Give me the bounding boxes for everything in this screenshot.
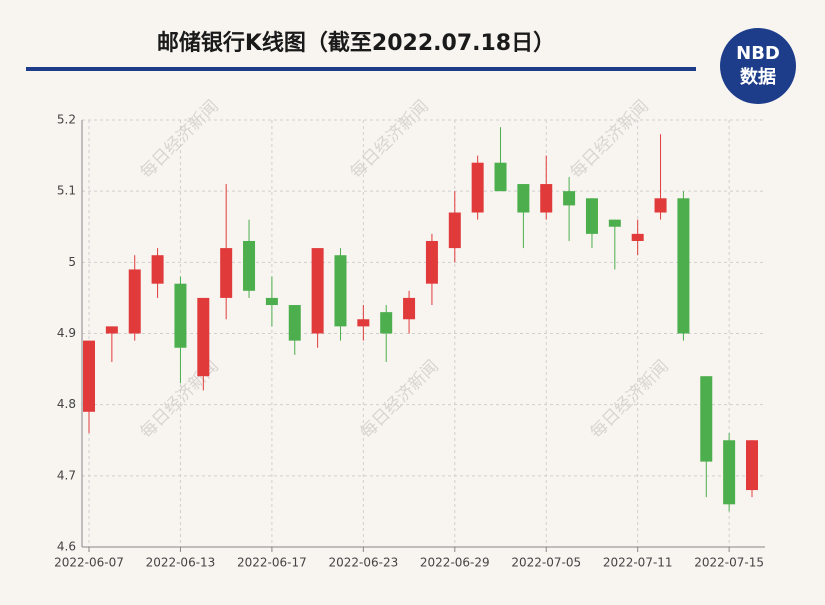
candle-body [357, 319, 370, 327]
candle-body [723, 440, 736, 505]
logo-bottom: 数据 [740, 66, 776, 88]
candle-body [128, 269, 141, 334]
x-tick-label: 2022-06-13 [146, 556, 216, 570]
candle-body [746, 440, 758, 491]
y-tick-label: 4.8 [57, 397, 76, 411]
candle-body [151, 255, 164, 284]
y-tick-label: 5 [68, 255, 76, 269]
x-tick-label: 2022-06-29 [420, 556, 490, 570]
x-tick-label: 2022-06-07 [54, 556, 124, 570]
x-tick-label: 2022-06-23 [328, 556, 398, 570]
logo [720, 28, 796, 104]
candle-body [105, 326, 118, 334]
candle-body [288, 305, 301, 341]
candle-body [585, 198, 598, 234]
candle-body [174, 283, 187, 348]
candle-body [334, 255, 347, 327]
candle-body [517, 184, 530, 213]
candle-body [197, 297, 210, 377]
candle-body [265, 297, 278, 306]
y-tick-label: 5.2 [57, 113, 76, 127]
candle-body [448, 212, 461, 249]
candle-body [700, 376, 713, 462]
x-tick-label: 2022-07-11 [603, 556, 673, 570]
candle-body [563, 191, 576, 206]
candle-body [654, 198, 667, 213]
candle-body [311, 248, 324, 334]
candle-body [631, 233, 644, 241]
y-tick-label: 4.7 [57, 468, 76, 482]
candle-body [540, 184, 553, 213]
candle-body [403, 297, 416, 320]
y-tick-label: 5.1 [57, 184, 76, 198]
candle-body [608, 219, 621, 227]
y-tick-label: 4.9 [57, 326, 76, 340]
title-underline [26, 67, 696, 71]
chart-title: 邮储银行K线图（截至2022.07.18日） [157, 30, 555, 56]
candle-body [677, 198, 690, 334]
candle-body [83, 340, 95, 412]
x-tick-label: 2022-06-17 [237, 556, 307, 570]
candle-body [494, 162, 507, 192]
candle-body [220, 248, 233, 298]
logo-top: NBD [736, 43, 780, 64]
x-tick-label: 2022-07-15 [694, 556, 764, 570]
candle-body [243, 240, 256, 291]
x-tick-label: 2022-07-05 [511, 556, 581, 570]
y-tick-label: 4.6 [57, 540, 76, 554]
candle-body [380, 312, 393, 334]
candle-body [471, 162, 484, 213]
candle-body [425, 240, 438, 284]
